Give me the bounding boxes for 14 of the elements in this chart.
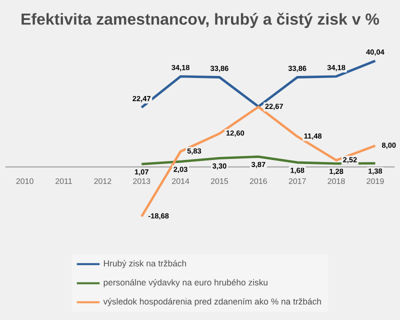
chart-title: Efektivita zamestnancov, hrubý a čistý zisk v % [22,12,380,28]
legend-label: Hrubý zisk na tržbách [104,260,186,268]
x-tick-label: 2014 [172,178,190,184]
x-tick-label: 2012 [94,178,112,184]
x-tick-label: 2018 [328,178,345,184]
x-tick-label: 2019 [366,178,384,184]
x-tick-label: 2016 [250,178,267,184]
x-tick-label: 2013 [133,178,150,184]
x-tick-label: 2015 [210,178,228,184]
legend-label: výsledok hospodárenia pred zdanením ako % na tržbách [103,298,321,306]
legend-label: personálne výdavky na euro hrubého zisku [104,279,268,288]
x-tick-label: 2010 [16,178,34,184]
x-tick-label: 2017 [288,178,306,184]
x-tick-label: 2011 [56,178,72,184]
